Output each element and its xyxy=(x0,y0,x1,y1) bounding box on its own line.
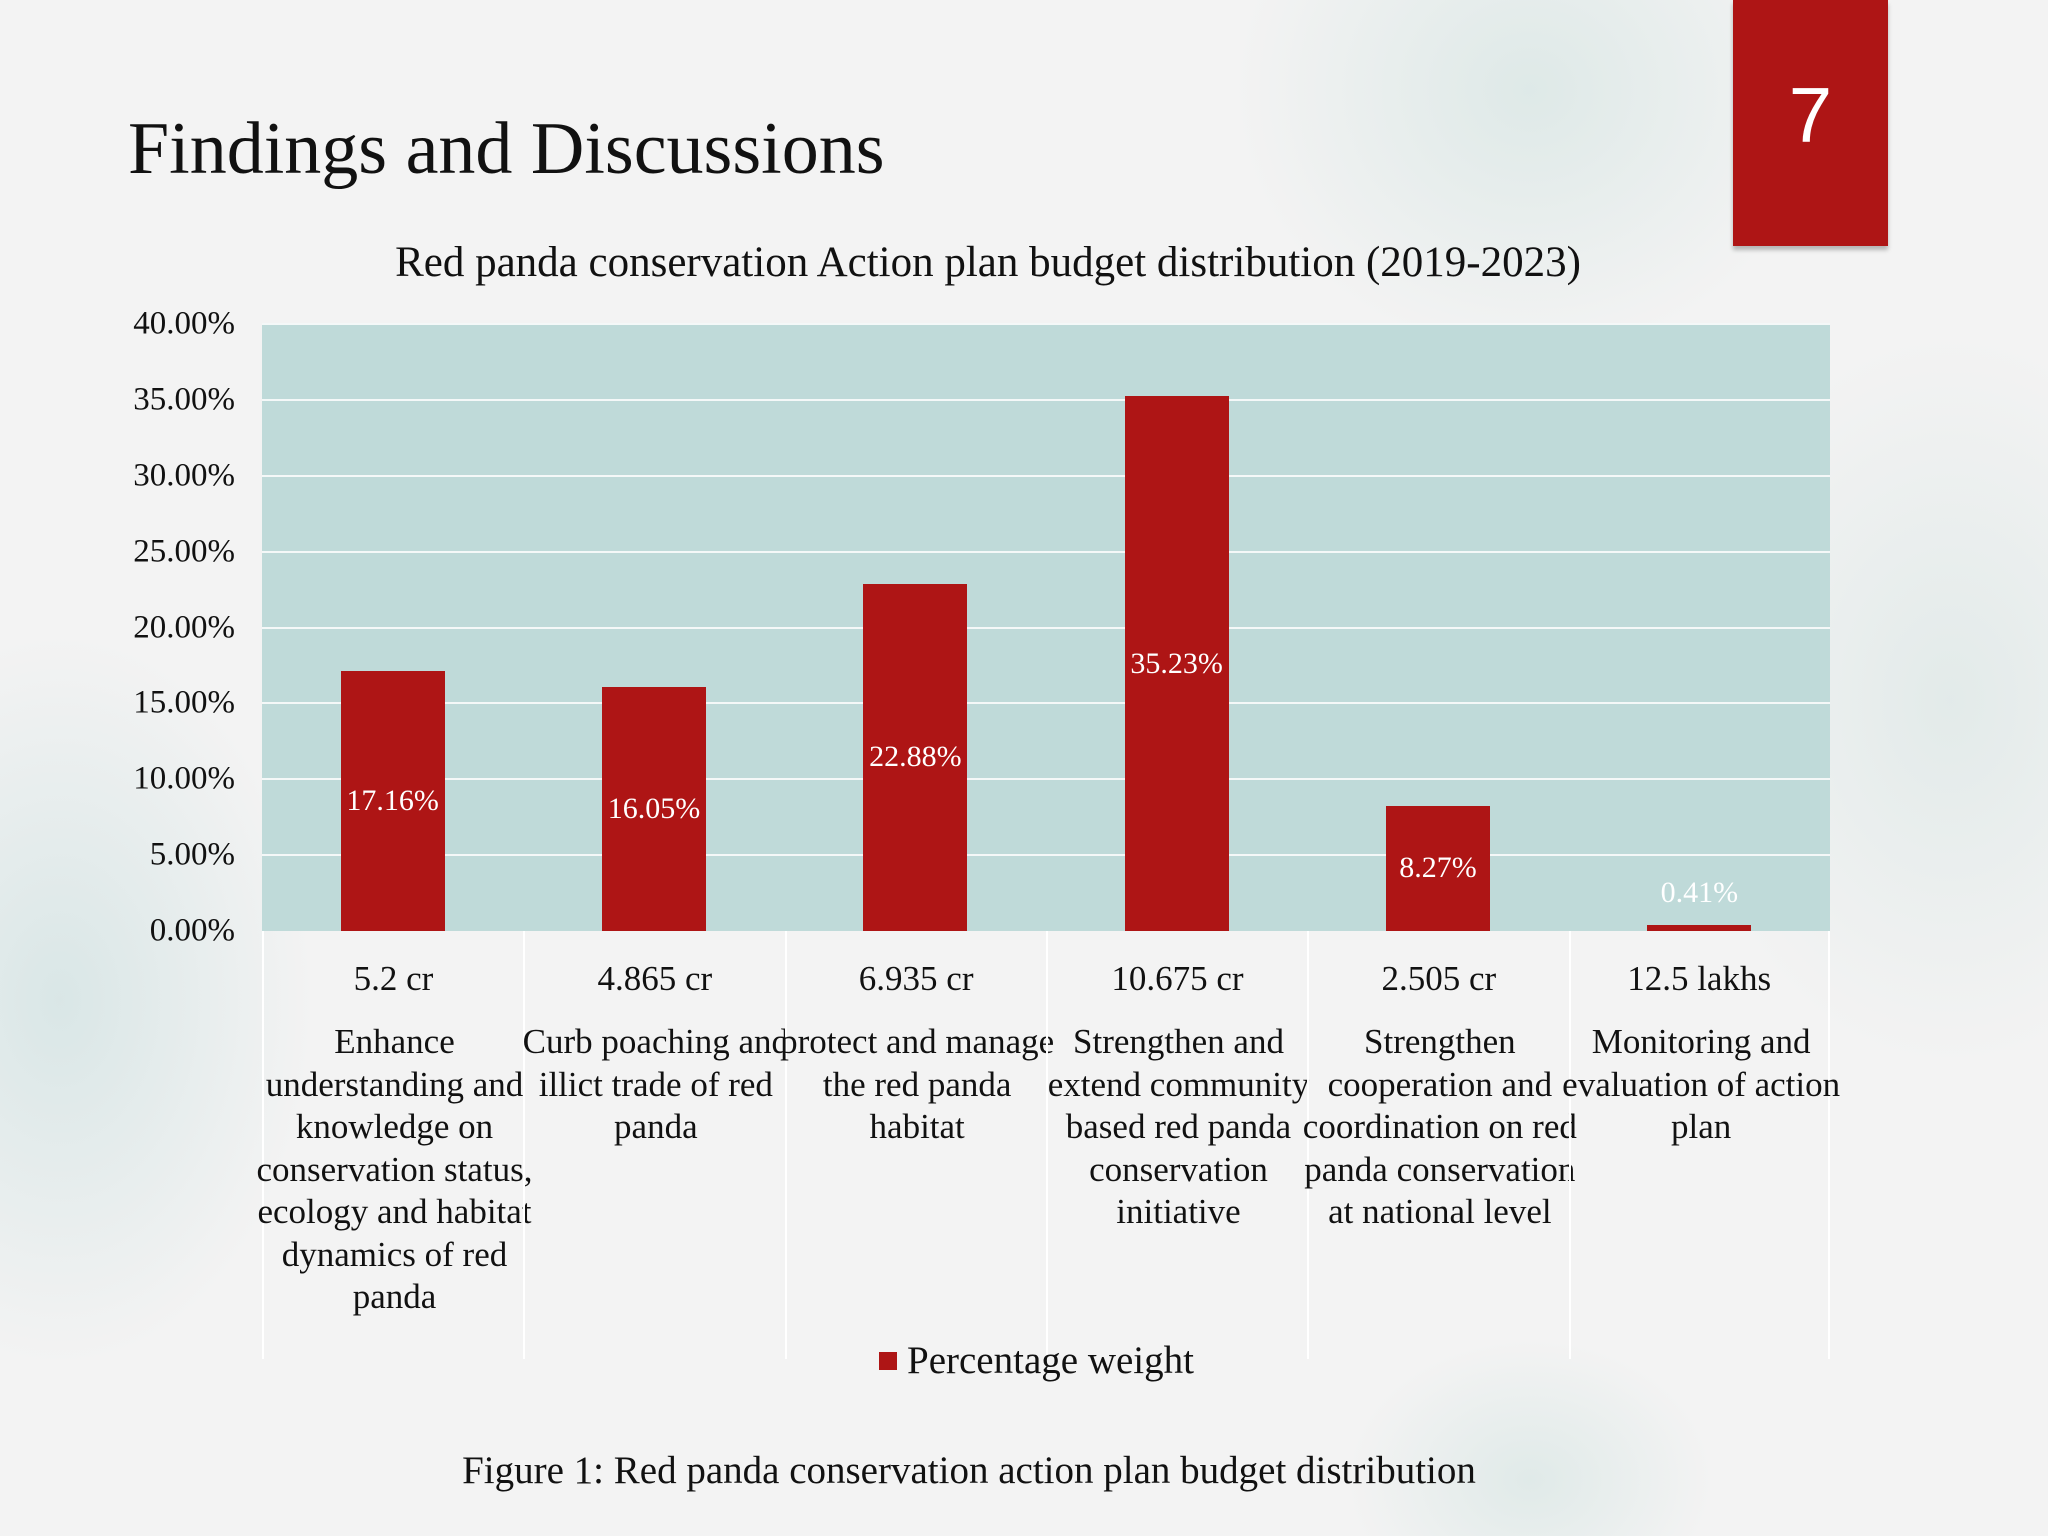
gridline xyxy=(262,778,1830,781)
category-amount: 4.865 cr xyxy=(597,959,713,998)
y-tick-label: 20.00% xyxy=(133,609,235,645)
y-tick-label: 35.00% xyxy=(133,381,235,418)
y-tick-label: 5.00% xyxy=(149,836,235,873)
category: 2.505 cr Strengthen cooperation and coord… xyxy=(1303,931,1577,1359)
page-number-badge: 7 xyxy=(1733,0,1888,246)
bar xyxy=(1386,805,1490,931)
category-label: Strengthen cooperation and coordination … xyxy=(1302,1022,1577,1231)
figure-caption: Figure 1: Red panda conservation action … xyxy=(462,1449,1476,1492)
category: 10.675 cr Strengthen and extend community… xyxy=(1046,931,1309,1359)
category: 12.5 lakhs Monitoring and evaluation of a… xyxy=(1562,931,1840,1359)
category: 5.2 cr Enhance understanding and knowledg… xyxy=(256,931,533,1359)
category-label: Enhance understanding and knowledge on c… xyxy=(256,1022,533,1316)
slide-title: Findings and Discussions xyxy=(128,108,885,190)
bar xyxy=(340,670,445,931)
gridline xyxy=(262,550,1830,553)
y-tick-label: 30.00% xyxy=(133,457,235,494)
legend-swatch xyxy=(879,1351,897,1370)
gridline xyxy=(262,626,1830,629)
category-amount: 2.505 cr xyxy=(1381,959,1497,998)
y-tick-label: 0.00% xyxy=(149,912,235,949)
category-amount: 10.675 cr xyxy=(1111,959,1244,998)
bar xyxy=(1124,396,1229,931)
bar xyxy=(1647,924,1752,931)
category-amount: 12.5 lakhs xyxy=(1627,959,1772,998)
category: 4.865 cr Curb poaching and illict trade o… xyxy=(523,931,789,1359)
y-tick-label: 10.00% xyxy=(133,760,235,797)
data-label: 16.05% xyxy=(607,792,701,826)
chart-title: Red panda conservation Action plan budge… xyxy=(395,239,1581,286)
data-label: 17.16% xyxy=(346,783,439,817)
data-label: 0.41% xyxy=(1660,875,1739,909)
y-tick-label: 15.00% xyxy=(133,684,235,721)
gridline xyxy=(262,398,1830,401)
category: 6.935 cr protect and manage the red panda… xyxy=(780,931,1054,1359)
bar xyxy=(602,687,706,931)
plot-area: 17.16% 16.05% 22.88% 35.23% 8.27% 0.41% xyxy=(262,323,1830,931)
data-label: 8.27% xyxy=(1399,851,1477,885)
bar xyxy=(863,583,968,931)
legend-label: Percentage weight xyxy=(907,1339,1194,1382)
y-tick-label: 40.00% xyxy=(133,305,235,342)
category-label: Monitoring and evaluation of action plan xyxy=(1562,1022,1841,1146)
gridline xyxy=(262,854,1830,857)
category-label: Strengthen and extend community based re… xyxy=(1047,1022,1310,1231)
category-amount: 5.2 cr xyxy=(353,959,434,998)
data-label: 35.23% xyxy=(1130,646,1223,680)
data-label: 22.88% xyxy=(869,740,962,774)
gridline xyxy=(262,474,1830,477)
gridline xyxy=(262,702,1830,705)
category-label: Curb poaching and illict trade of red pa… xyxy=(522,1022,789,1146)
category-label: protect and manage the red panda habitat xyxy=(780,1022,1055,1146)
legend: Percentage weight xyxy=(879,1338,1194,1383)
y-tick-label: 25.00% xyxy=(133,533,235,570)
gridline xyxy=(262,323,1830,325)
category-amount: 6.935 cr xyxy=(858,959,974,998)
